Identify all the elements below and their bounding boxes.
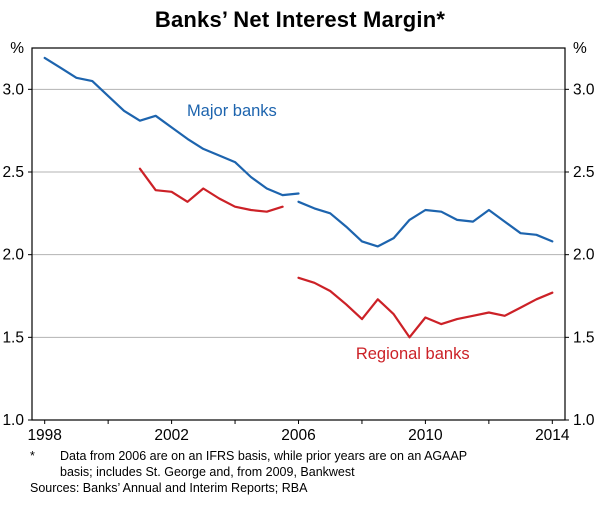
y-axis-label-right-1.5: 1.5 [573, 329, 595, 346]
footnote-row: * Data from 2006 are on an IFRS basis, w… [30, 449, 590, 480]
footnote-line-1: Data from 2006 are on an IFRS basis, whi… [60, 449, 468, 463]
y-axis-label-left-2.5: 2.5 [2, 164, 24, 181]
footnotes: * Data from 2006 are on an IFRS basis, w… [0, 446, 600, 497]
line-chart: 1.0 1.0 1.5 1.5 2.0 2.0 2.5 2.5 3.0 3.0% % 1998 2002… [2, 40, 595, 444]
y-axis-label-right-2.5: 2.5 [573, 164, 595, 181]
footnote-marker: * [30, 449, 35, 463]
x-axis-label-2010: 2010 [408, 427, 443, 444]
footnote-line-2: basis; includes St. George and, from 200… [60, 464, 355, 479]
series-label-major-banks: Major banks [187, 102, 277, 120]
y-axis-label-left-2: 2.0 [2, 247, 24, 264]
y-unit-right: % [573, 40, 587, 57]
regional-banks-agaap-pre-2006-line [138, 167, 284, 213]
y-axis-label-left-1.5: 1.5 [2, 329, 24, 346]
y-unit-left: % [10, 40, 24, 57]
chart-title: Banks’ Net Interest Margin* [154, 7, 446, 32]
y-axis-label-right-2: 2.0 [573, 247, 595, 264]
y-axis-label-left-3: 3.0 [2, 81, 24, 98]
plot-frame [31, 47, 566, 421]
sources-line: Sources: Banks’ Annual and Interim Repor… [30, 481, 308, 495]
y-axis-label-left-1: 1.0 [2, 412, 24, 429]
x-axis-label-2006: 2006 [281, 427, 315, 444]
y-axis-label-right-1: 1.0 [573, 412, 595, 429]
x-axis-label-2002: 2002 [154, 427, 188, 444]
chart-area: 1.0 1.0 1.5 1.5 2.0 2.0 2.5 2.5 3.0 3.0%% 1998 2002… [0, 36, 600, 446]
series-label-regional-banks: Regional banks [356, 345, 470, 363]
major-banks-ifrs-from-2006-line [297, 200, 554, 248]
major-banks-agaap-pre-2006-line [43, 56, 300, 197]
x-axis-label-2014: 2014 [535, 427, 570, 444]
x-axis-label-1998: 1998 [27, 427, 61, 444]
regional-banks-ifrs-from-2006-line [297, 276, 554, 339]
footnote-text: Data from 2006 are on an IFRS basis, whi… [60, 449, 590, 480]
y-axis-label-right-3: 3.0 [573, 81, 595, 98]
